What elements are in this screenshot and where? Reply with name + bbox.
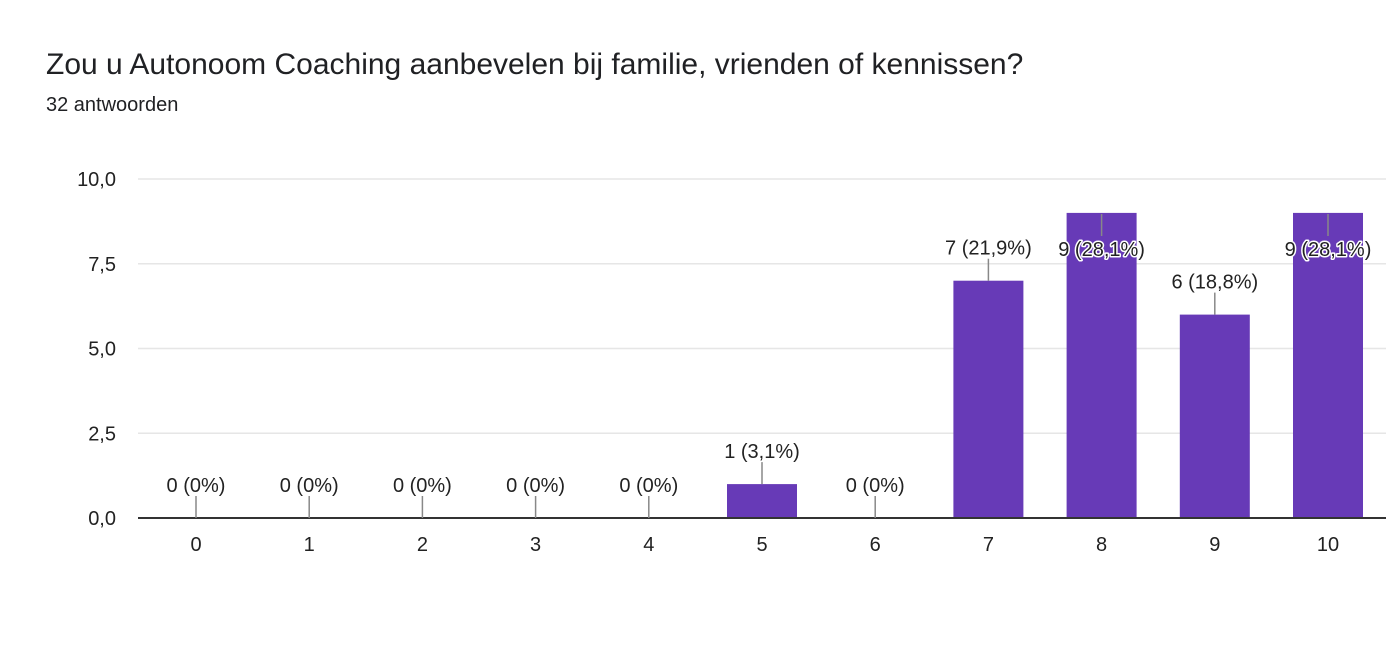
data-label: 0 (0%) bbox=[393, 475, 452, 497]
bar bbox=[953, 280, 1024, 518]
bar bbox=[727, 484, 797, 518]
x-tick-label: 10 bbox=[1317, 534, 1339, 556]
y-tick-label: 2,5 bbox=[88, 423, 116, 445]
bar bbox=[1066, 212, 1137, 518]
bar bbox=[1179, 314, 1250, 518]
x-tick-label: 2 bbox=[417, 534, 428, 556]
data-label: 0 (0%) bbox=[619, 475, 678, 497]
x-tick-label: 5 bbox=[756, 534, 767, 556]
x-tick-label: 6 bbox=[870, 534, 881, 556]
data-label: 9 (28,1%) bbox=[1285, 239, 1372, 261]
x-tick-label: 4 bbox=[643, 534, 654, 556]
x-tick-label: 3 bbox=[530, 534, 541, 556]
y-tick-label: 0,0 bbox=[88, 508, 116, 530]
x-tick-label: 7 bbox=[983, 534, 994, 556]
data-label: 7 (21,9%) bbox=[945, 238, 1032, 260]
data-label: 1 (3,1%) bbox=[724, 441, 800, 463]
bars bbox=[727, 212, 1363, 518]
data-label: 0 (0%) bbox=[167, 475, 226, 497]
response-count: 32 antwoorden bbox=[46, 94, 179, 116]
axes: 0,0 2,5 5,0 7,5 10,0 0 1 2 3 4 5 6 7 8 9 10 bbox=[77, 169, 1386, 556]
data-label: 9 (28,1%) bbox=[1058, 239, 1145, 261]
gridlines bbox=[138, 178, 1386, 434]
data-label: 6 (18,8%) bbox=[1171, 272, 1258, 294]
data-label: 0 (0%) bbox=[846, 475, 905, 497]
x-tick-label: 9 bbox=[1209, 534, 1220, 556]
data-labels: 0 (0%) 0 (0%) 0 (0%) 0 (0%) 0 (0%) 1 (3,1%) 0 … bbox=[165, 214, 1373, 518]
y-tick-label: 10,0 bbox=[77, 169, 116, 191]
x-tick-label: 0 bbox=[190, 534, 201, 556]
data-label: 0 (0%) bbox=[280, 475, 339, 497]
y-tick-label: 5,0 bbox=[88, 339, 116, 361]
bar bbox=[1293, 212, 1363, 518]
data-label: 0 (0%) bbox=[506, 475, 565, 497]
x-tick-label: 1 bbox=[304, 534, 315, 556]
y-tick-label: 7,5 bbox=[88, 254, 116, 276]
x-tick-label: 8 bbox=[1096, 534, 1107, 556]
question-title: Zou u Autonoom Coaching aanbevelen bij f… bbox=[46, 48, 1024, 81]
